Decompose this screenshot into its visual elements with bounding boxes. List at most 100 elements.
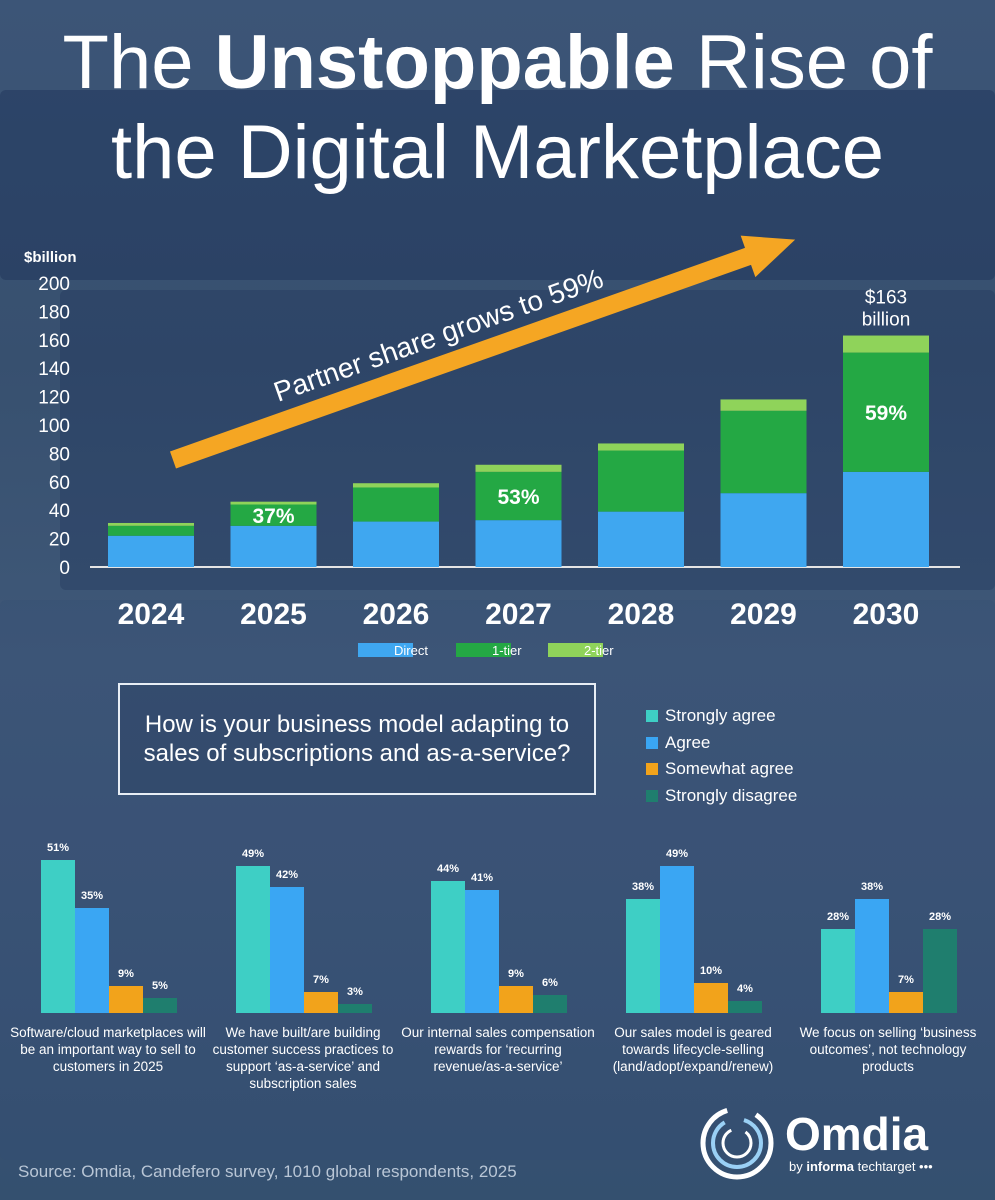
survey-bar: [821, 929, 855, 1013]
legend-item-strongly-agree: Strongly agree: [646, 703, 797, 730]
legend-item-agree: Agree: [646, 730, 797, 757]
legend-swatch: [548, 643, 603, 657]
legend-swatch: [646, 763, 658, 776]
x-tick-label: 2028: [608, 598, 675, 631]
legend-swatch: [646, 736, 658, 749]
total-label: billion: [862, 310, 911, 331]
legend-item-strongly-disagree: Strongly disagree: [646, 783, 797, 810]
survey-question-box: How is your business model adapting to s…: [118, 683, 596, 795]
survey-bar-label: 3%: [347, 986, 363, 998]
y-tick-label: 200: [38, 274, 70, 295]
x-tick-label: 2029: [730, 598, 797, 631]
x-tick-label: 2027: [485, 598, 552, 631]
x-tick-label: 2025: [240, 598, 307, 631]
survey-bar: [304, 992, 338, 1013]
survey-bar: [270, 887, 304, 1013]
title-part: Rise of the Digital Marketplace: [110, 20, 933, 195]
bar-segment-direct: [720, 493, 807, 567]
legend-label: 1-tier: [492, 643, 522, 658]
survey-bar: [109, 986, 143, 1013]
bar-segment-2-tier: [475, 464, 562, 472]
y-axis-label: $billion: [24, 249, 77, 266]
y-tick-label: 80: [49, 444, 70, 465]
survey-bar: [660, 866, 694, 1013]
survey-bar: [236, 866, 270, 1013]
survey-bar-label: 41%: [471, 872, 493, 884]
group-caption: We focus on selling ‘business outcomes’,…: [799, 1025, 977, 1074]
survey-bar: [499, 986, 533, 1013]
legend-label: Somewhat agree: [665, 759, 794, 779]
bar-segment-2-tier: [108, 522, 194, 526]
logo-sub-rest: techtarget •••: [854, 1159, 933, 1174]
bar-segment-1-tier: [598, 450, 684, 512]
legend-label: Direct: [394, 643, 428, 658]
survey-bar-label: 38%: [632, 881, 654, 893]
survey-bar-label: 42%: [276, 869, 298, 881]
bar-segment-direct: [230, 525, 317, 567]
y-tick-label: 120: [38, 388, 70, 409]
survey-bar: [75, 908, 109, 1013]
omdia-logo: Omdia by informa techtarget •••: [697, 1103, 977, 1183]
legend-label: Strongly agree: [665, 706, 776, 726]
y-tick-label: 180: [38, 302, 70, 323]
bar-segment-2-tier: [353, 483, 439, 488]
bar-segment-direct: [843, 471, 929, 567]
legend-swatch: [358, 643, 413, 657]
data-label: 59%: [865, 402, 907, 425]
group-caption: Our sales model is geared towards lifecy…: [612, 1025, 774, 1074]
bar-segment-2-tier: [598, 443, 684, 451]
survey-bar: [41, 860, 75, 1013]
legend-label: Agree: [665, 732, 711, 752]
survey-bar: [889, 992, 923, 1013]
legend-swatch: [646, 789, 658, 802]
bar-segment-direct: [108, 535, 194, 567]
bar-segment-2-tier: [843, 335, 929, 353]
survey-bar: [338, 1004, 372, 1013]
title-bold: Unstoppable: [214, 20, 675, 105]
y-tick-label: 40: [49, 501, 70, 522]
omdia-logo-text: Omdia: [785, 1108, 929, 1160]
group-caption: Software/cloud marketplaces will be an i…: [10, 1025, 206, 1074]
trend-arrow: [169, 235, 796, 469]
data-label: 53%: [497, 486, 539, 509]
survey-bar-label: 28%: [827, 911, 849, 923]
survey-bar-label: 51%: [47, 842, 69, 854]
survey-bar-label: 44%: [437, 863, 459, 875]
bar-segment-direct: [598, 511, 684, 567]
y-tick-label: 60: [49, 473, 70, 494]
survey-bar-label: 4%: [737, 983, 753, 995]
bar-segment-1-tier: [108, 525, 194, 536]
survey-bar: [694, 983, 728, 1013]
annotation: Partner share grows to 59%: [270, 263, 608, 408]
survey-chart: 51% 35% 9% 5% 49% 42% 7% 3% 44% 41% 9% 6% 38% 49% 10% 4…: [41, 842, 957, 1013]
survey-bar-label: 7%: [313, 974, 329, 986]
omdia-logo-icon: [700, 1106, 774, 1180]
x-tick-label: 2026: [363, 598, 430, 631]
survey-bar-label: 5%: [152, 980, 168, 992]
survey-bar: [855, 899, 889, 1013]
trend-arrow-shape: [169, 235, 796, 469]
survey-question: How is your business model adapting to s…: [143, 711, 571, 767]
source-note: Source: Omdia, Candefero survey, 1010 gl…: [18, 1162, 517, 1181]
x-tick-label: 2024: [118, 598, 185, 631]
bar-segment-2-tier: [230, 501, 317, 505]
y-tick-label: 140: [38, 359, 70, 380]
y-tick-label: 160: [38, 331, 70, 352]
group-caption: We have built/are building customer succ…: [212, 1025, 394, 1091]
survey-bar-label: 6%: [542, 977, 558, 989]
survey-bar-label: 49%: [242, 848, 264, 860]
background-screenshot-panel: [0, 90, 995, 280]
logo-sub-by: by: [789, 1159, 807, 1174]
survey-bar-label: 49%: [666, 848, 688, 860]
survey-bar-label: 38%: [861, 881, 883, 893]
bar-segment-1-tier: [720, 410, 807, 494]
survey-bar-label: 28%: [929, 911, 951, 923]
survey-bar: [728, 1001, 762, 1013]
x-tick-label: 2030: [853, 598, 920, 631]
bar-segment-direct: [475, 520, 562, 567]
bar-segment-1-tier: [353, 487, 439, 522]
omdia-logo-sub: by informa techtarget •••: [789, 1159, 933, 1174]
survey-bar-label: 7%: [898, 974, 914, 986]
survey-bar: [143, 998, 177, 1013]
